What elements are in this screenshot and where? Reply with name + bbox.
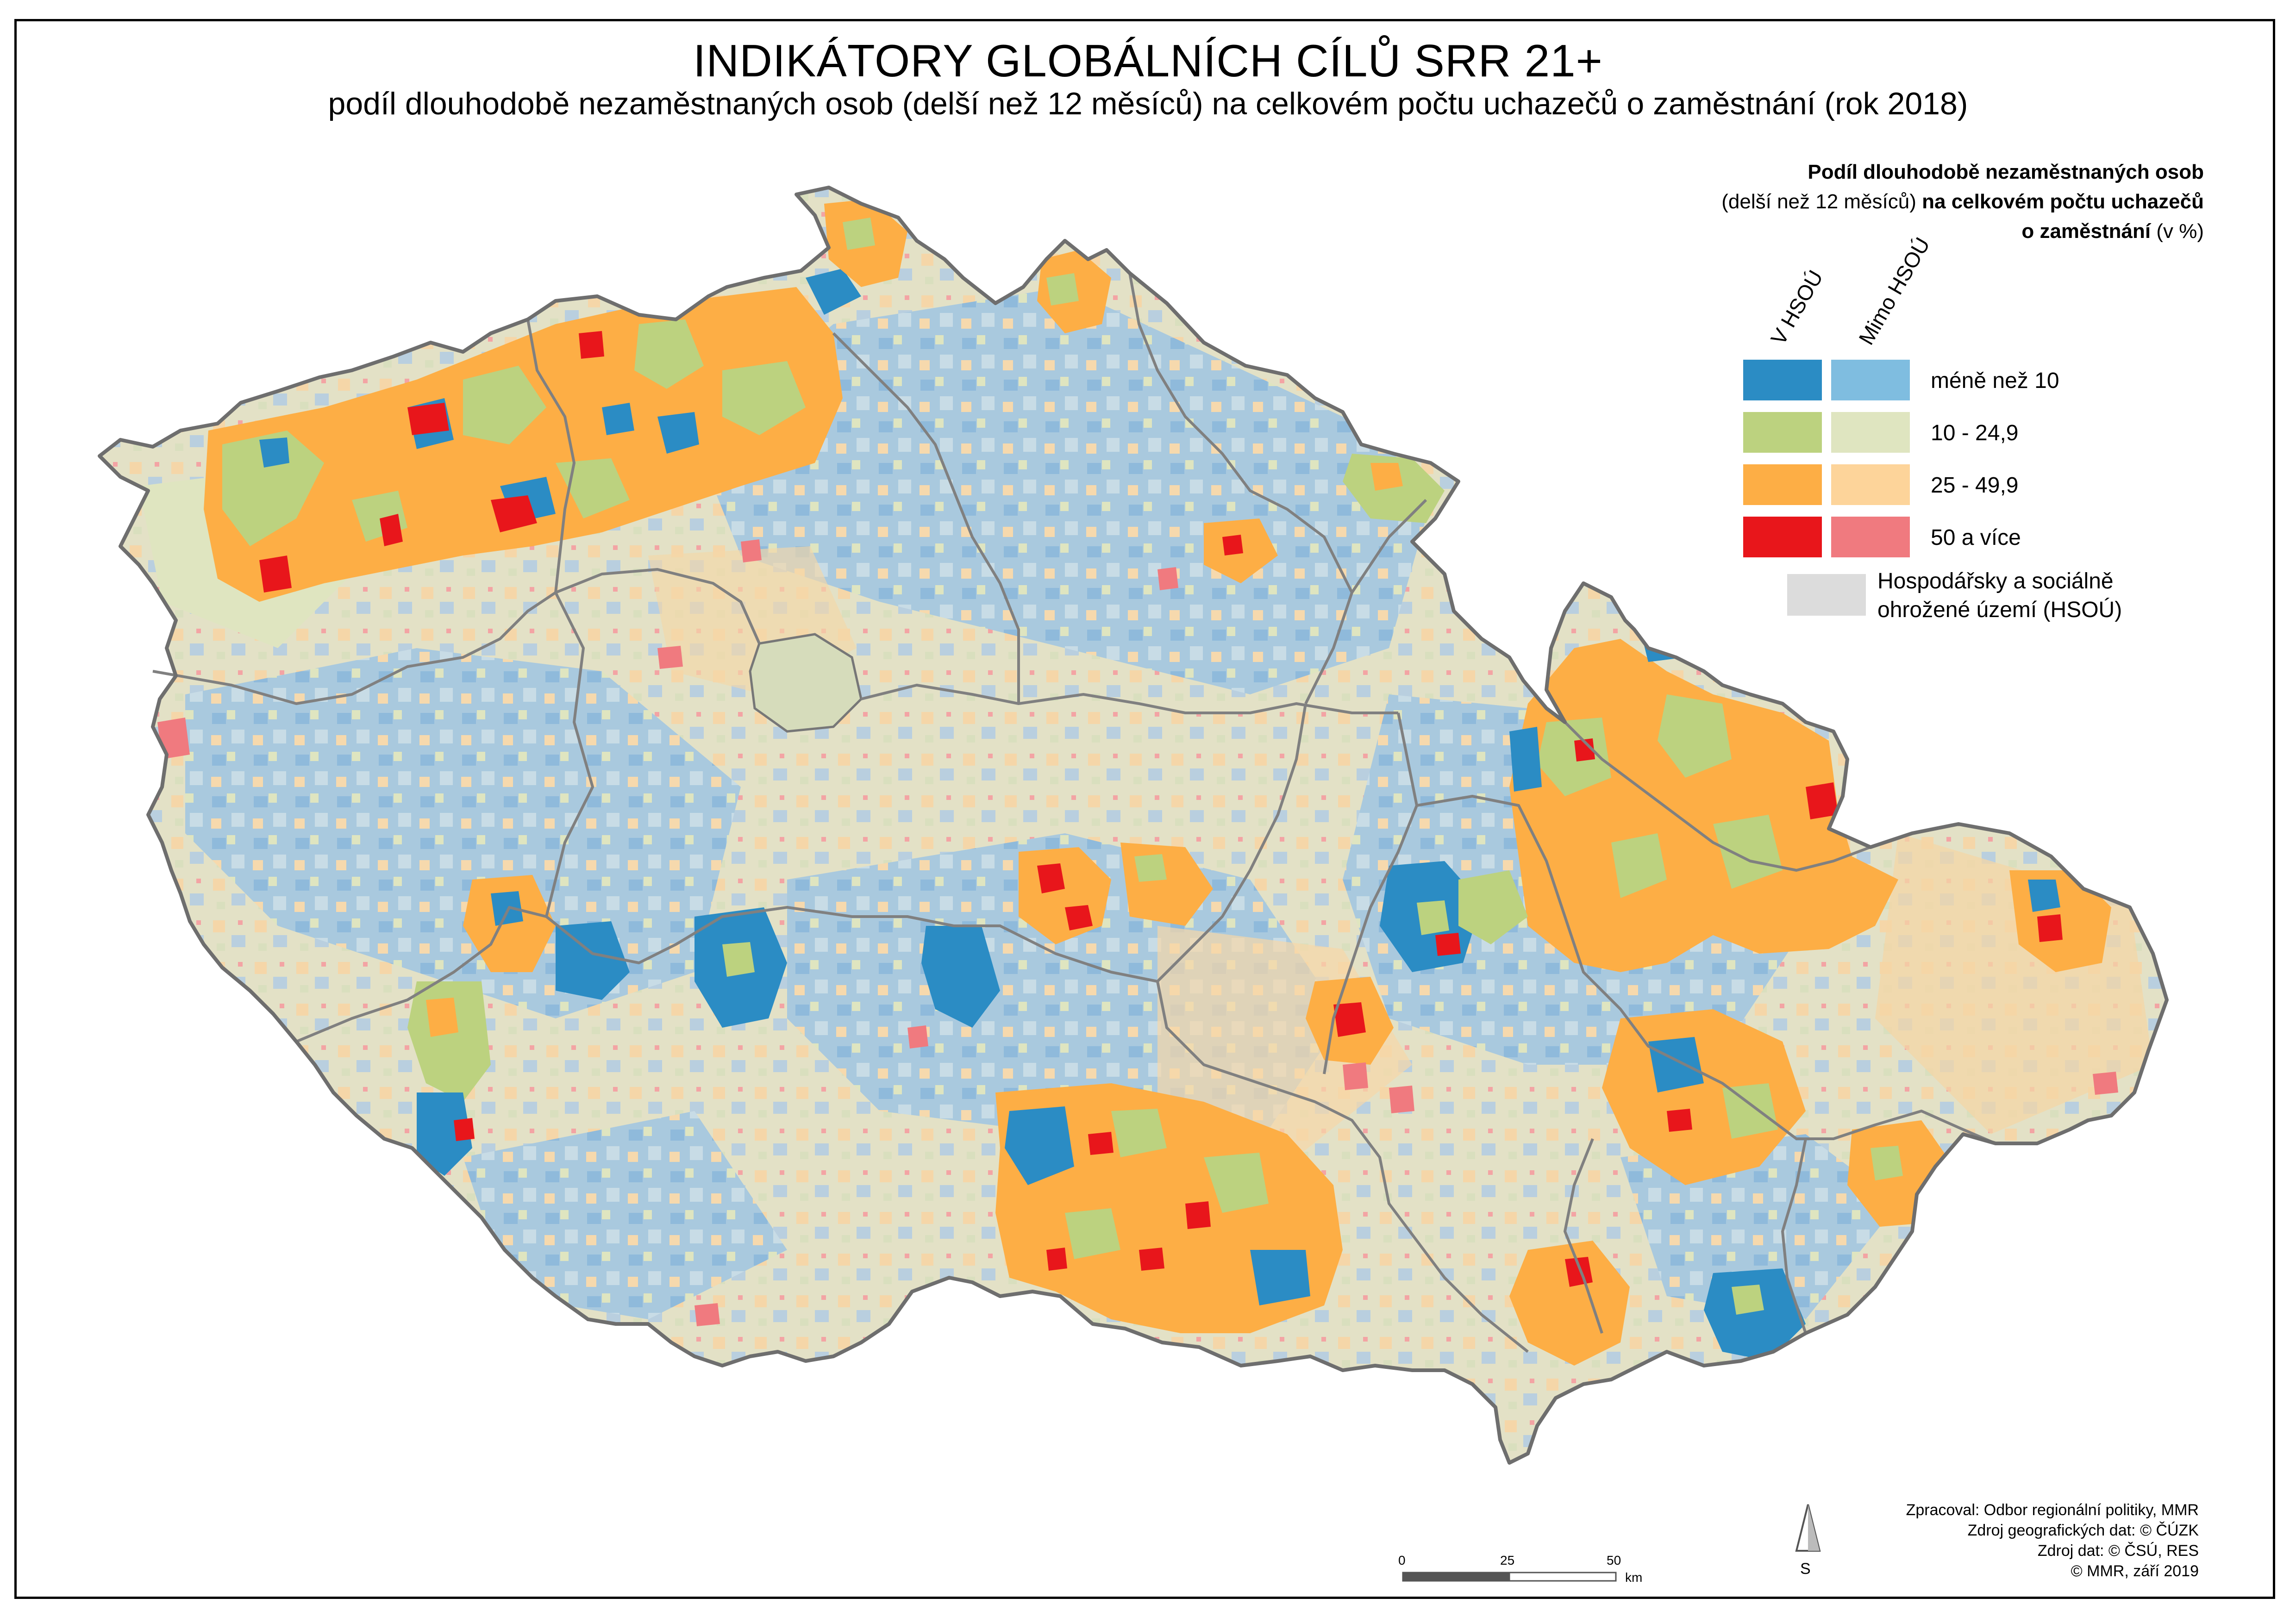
legend-label-2: 10 - 24,9 — [1931, 421, 2019, 445]
north-label: S — [1800, 1560, 1811, 1578]
legend-label-3: 25 - 49,9 — [1931, 473, 2019, 498]
legend-swatch-in-4 — [1743, 517, 1822, 557]
map-title: INDIKÁTORY GLOBÁLNÍCH CÍLŮ SRR 21+ — [693, 35, 1603, 86]
legend-swatch-out-4 — [1831, 517, 1910, 557]
map-sources: Zpracoval: Odbor regionální politiky, MM… — [1906, 1501, 2199, 1580]
scale-label-0: 0 — [1398, 1553, 1406, 1567]
scale-label-50: 50 — [1607, 1553, 1621, 1567]
scale-bar — [1402, 1572, 1617, 1582]
legend-label-hsou: Hospodářsky a sociálně ohrožené území (H… — [1877, 569, 2122, 622]
legend-swatch-in-1 — [1743, 360, 1822, 400]
legend-swatch-in-2 — [1743, 412, 1822, 453]
north-arrow-icon — [1795, 1504, 1821, 1552]
legend-swatch-out-1 — [1831, 360, 1910, 400]
legend-label-4: 50 a více — [1931, 525, 2021, 550]
legend-title: Podíl dlouhodobě nezaměstnaných osob (de… — [1721, 161, 2204, 243]
legend-swatch-out-2 — [1831, 412, 1910, 453]
legend-swatch-hsou — [1787, 574, 1866, 616]
map-frame — [14, 19, 2275, 1599]
legend-swatch-in-3 — [1743, 464, 1822, 505]
legend-swatch-out-3 — [1831, 464, 1910, 505]
scale-unit: km — [1625, 1570, 1643, 1585]
legend-label-1: méně než 10 — [1931, 368, 2059, 393]
map-subtitle: podíl dlouhodobě nezaměstnaných osob (de… — [328, 86, 1968, 121]
scale-label-25: 25 — [1500, 1553, 1515, 1567]
